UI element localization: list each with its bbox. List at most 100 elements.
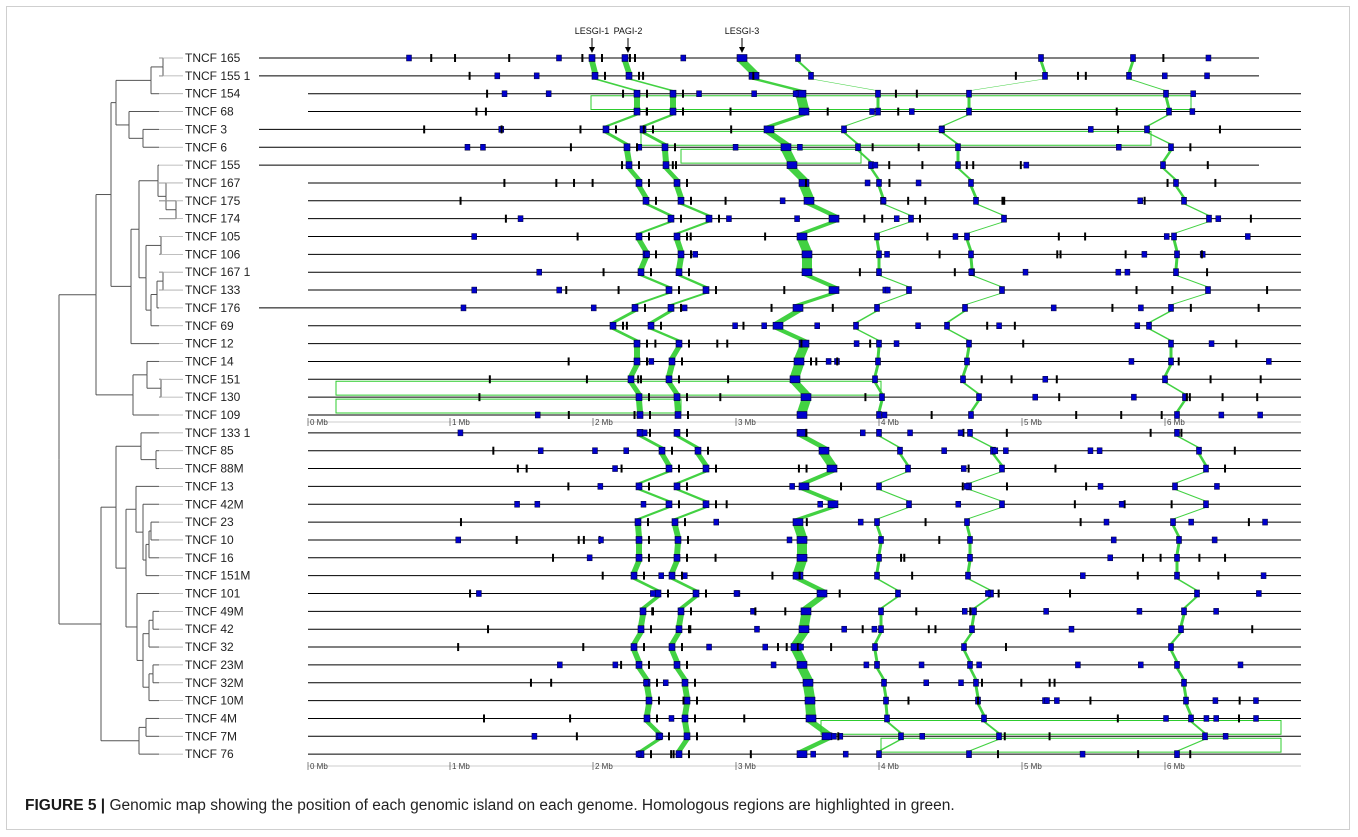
genomic-island (803, 197, 815, 205)
genomic-island (1245, 233, 1251, 240)
genomic-island (1130, 54, 1136, 62)
genome-marker (1057, 232, 1060, 241)
genome-marker (752, 71, 755, 80)
genomic-island (1266, 358, 1272, 365)
genome-marker (648, 393, 650, 402)
genomic-island (961, 608, 968, 615)
genomic-island (827, 500, 839, 509)
genome-marker (924, 196, 927, 205)
homology-link (963, 293, 1004, 305)
homology-link (1182, 685, 1188, 698)
genome-marker (500, 125, 503, 134)
genomic-island (702, 464, 710, 473)
homology-link (636, 239, 649, 252)
genomic-island (798, 625, 810, 634)
genome-marker (1054, 464, 1057, 473)
homology-link (1161, 168, 1178, 180)
genome-label: TNCF 6 (185, 140, 227, 154)
genome-marker (996, 750, 999, 759)
genome-marker (643, 643, 645, 652)
genomic-island (958, 679, 964, 686)
genomic-island (872, 161, 879, 169)
genomic-island (732, 322, 738, 329)
homology-link (764, 114, 809, 127)
genomic-island (471, 286, 478, 294)
genomic-island (1181, 197, 1187, 205)
homology-link (1175, 560, 1179, 573)
genome-marker (1180, 428, 1183, 437)
genomic-island (796, 661, 808, 669)
genome-marker (798, 571, 801, 580)
genomic-island (966, 750, 972, 758)
genome-marker (1137, 750, 1140, 759)
genome-marker (707, 446, 709, 455)
genome-marker (682, 696, 685, 705)
genomic-island (792, 518, 804, 526)
genome-marker (582, 535, 585, 544)
homology-link (956, 150, 960, 163)
genomic-island (1136, 608, 1143, 615)
genomic-island (800, 607, 812, 616)
genomic-island (814, 322, 820, 329)
genome-marker (690, 607, 692, 616)
genomic-island (677, 607, 685, 616)
genomic-island (1131, 393, 1137, 401)
genome-marker (648, 535, 650, 544)
homology-link (1171, 525, 1181, 537)
homology-link (1169, 632, 1183, 645)
homology-link (749, 78, 806, 91)
genomic-island (635, 232, 643, 241)
homology-link (636, 400, 643, 412)
genomic-island (673, 482, 681, 491)
genomic-island (1181, 678, 1187, 687)
genomic-island (898, 732, 904, 741)
genomic-island (1222, 733, 1229, 740)
genomic-island (1196, 446, 1202, 455)
genomic-island (962, 304, 968, 312)
genomic-island (895, 589, 901, 598)
genome-label: TNCF 175 (185, 194, 241, 208)
genomic-island (878, 625, 884, 634)
genomic-island (1118, 501, 1125, 508)
genome-marker (1001, 196, 1004, 205)
genome-marker (917, 143, 920, 152)
homology-link (663, 168, 680, 180)
genomic-island (1126, 72, 1132, 80)
genomic-island (876, 339, 882, 348)
genomic-island (643, 714, 651, 723)
genome-marker (670, 750, 673, 759)
scale-tick-label: 3 Mb (738, 418, 756, 427)
genome-marker (601, 54, 603, 62)
genome-marker (742, 321, 745, 330)
genome-marker (997, 589, 1000, 598)
genome-marker (688, 339, 690, 348)
homology-link (877, 257, 881, 270)
genomic-island (1043, 608, 1049, 615)
genomic-island (1160, 161, 1166, 169)
genomic-island (798, 339, 810, 348)
genomic-island (648, 358, 655, 365)
genomic-island (786, 161, 798, 169)
genomic-island (1001, 214, 1007, 223)
homology-link (1145, 114, 1171, 127)
genome-marker (980, 375, 983, 384)
genomic-island (798, 107, 810, 116)
genome-marker (1189, 143, 1192, 152)
genome-marker (1020, 678, 1023, 687)
genome-marker (454, 54, 457, 62)
genome-marker (1200, 250, 1203, 259)
genome-marker (642, 71, 645, 80)
genomic-island (665, 500, 673, 509)
genomic-island (1116, 144, 1122, 151)
homology-link (674, 400, 681, 412)
genomic-island (673, 232, 681, 241)
homology-link (1145, 132, 1173, 145)
genome-marker (655, 250, 657, 259)
genome-marker (667, 589, 669, 598)
genomic-island (996, 322, 1002, 329)
homology-link (875, 578, 900, 591)
genome-marker (934, 625, 937, 634)
genomic-island (1188, 714, 1194, 723)
homology-link (875, 293, 911, 305)
genomic-island (802, 678, 814, 687)
